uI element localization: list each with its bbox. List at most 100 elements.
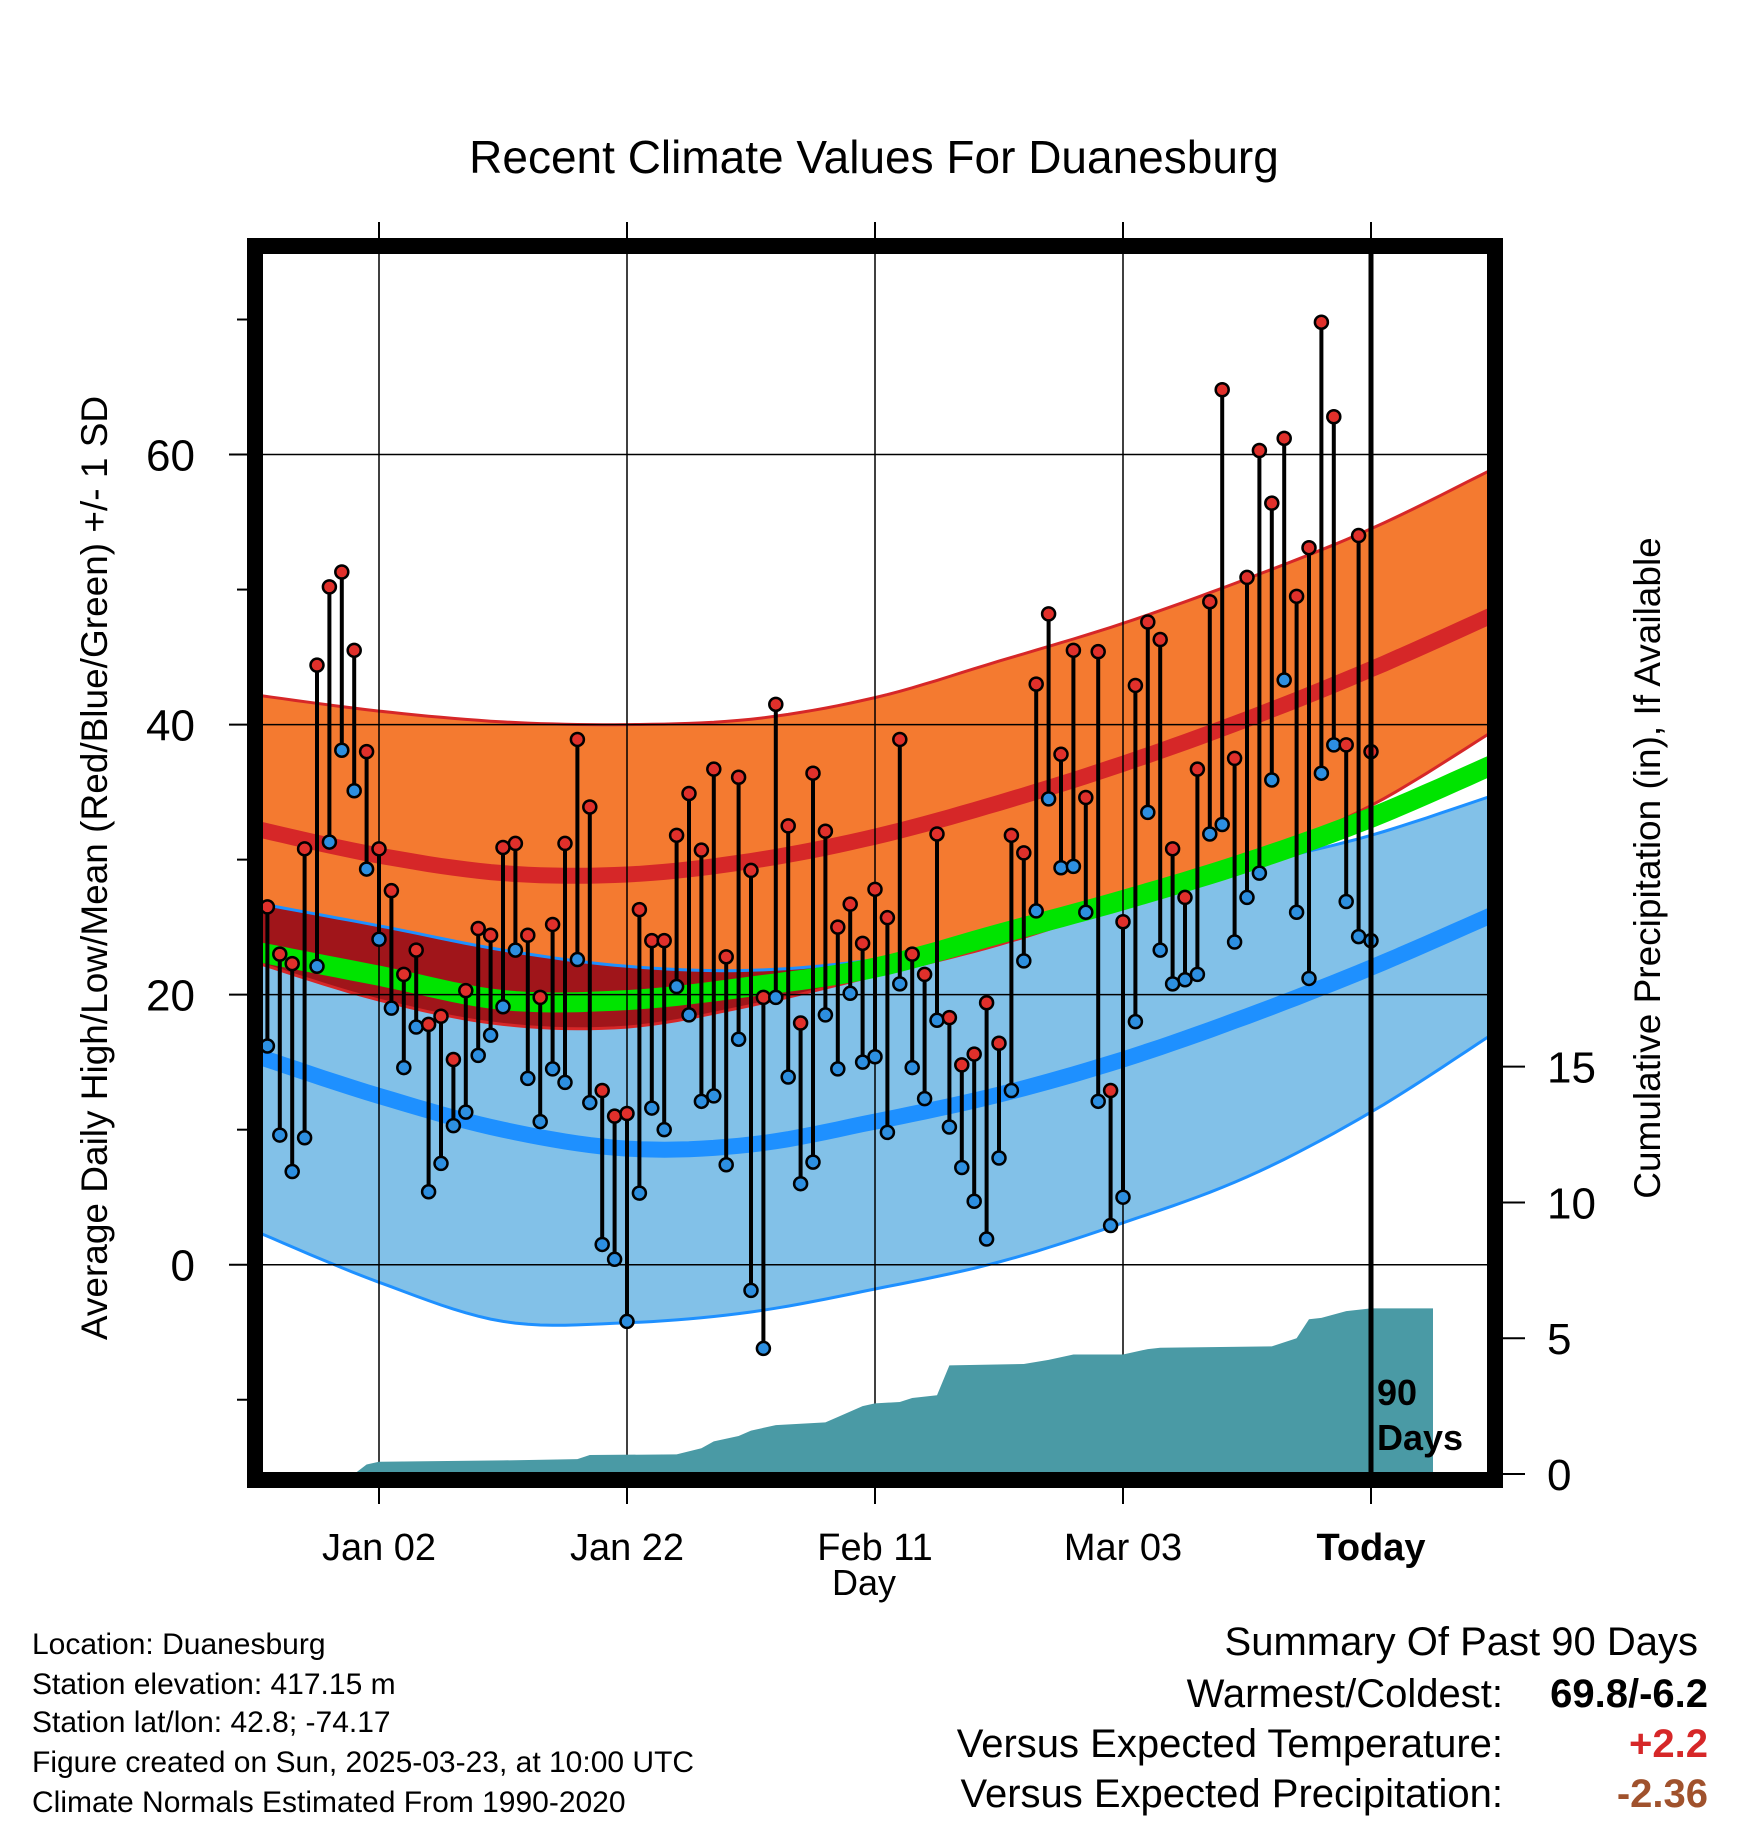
observed-low-point (830, 1061, 846, 1077)
observed-high-point (892, 731, 908, 748)
observed-high-point (966, 1046, 982, 1062)
observed-high-point (557, 835, 573, 852)
observed-low-point (1164, 976, 1181, 992)
observed-high-point (631, 901, 648, 918)
observed-high-point (1003, 827, 1020, 844)
observed-low-point (383, 1000, 400, 1016)
observed-low-point (681, 1007, 697, 1023)
observed-high-point (594, 1082, 610, 1099)
observed-high-point (334, 564, 350, 580)
footer-created: Figure created on Sun, 2025-03-23, at 10… (32, 1746, 695, 1779)
observed-low-point (532, 1113, 548, 1130)
summary-title: Summary Of Past 90 Days (1224, 1620, 1698, 1664)
observed-low-point (1016, 953, 1032, 969)
observed-high-point (978, 995, 995, 1011)
observed-high-point (743, 862, 759, 879)
observed-high-point (1189, 761, 1206, 777)
observed-low-point (296, 1130, 313, 1146)
observed-high-point (582, 799, 598, 815)
summary-precip: Versus Expected Precipitation: -2.36 (960, 1772, 1708, 1817)
observed-high-point (904, 946, 920, 962)
footer-location: Location: Duanesburg (32, 1628, 326, 1661)
observed-low-point (792, 1175, 809, 1192)
observed-low-point (1189, 966, 1206, 983)
observed-high-point (644, 932, 660, 949)
observed-low-point (1003, 1082, 1020, 1099)
summary-warm-cold-value: 69.8/-6.2 (1550, 1672, 1708, 1716)
observed-low-point (730, 1031, 747, 1047)
observed-low-point (261, 1038, 276, 1054)
observed-high-point (544, 916, 561, 933)
observed-high-point (693, 842, 710, 858)
observed-high-point (879, 909, 896, 926)
y-tick-label: 20 (146, 972, 195, 1021)
observed-high-point (842, 896, 858, 912)
observed-low-point (1264, 772, 1280, 788)
observed-low-point (1301, 970, 1317, 987)
observed-high-point (656, 932, 672, 949)
observed-high-point (718, 949, 734, 965)
observed-low-point (991, 1150, 1007, 1166)
axes: 0 20 40 60 0 5 10 15 Jan 02 Jan 22 Feb 11 Mar 03 Tod… (146, 222, 1596, 1569)
observed-low-point (929, 1012, 945, 1029)
footer-latlon: Station lat/lon: 42.8; -74.17 (32, 1706, 391, 1739)
observed-low-point (966, 1193, 982, 1209)
observed-low-point (495, 999, 511, 1015)
y2-tick-label: 0 (1547, 1451, 1571, 1500)
observed-high-point (458, 982, 474, 999)
observed-low-point (842, 985, 858, 1002)
x-axis-title: Day (831, 1562, 897, 1603)
observed-high-point (1078, 789, 1094, 806)
plot-border (247, 238, 1503, 1488)
observed-high-point (1090, 643, 1106, 660)
observed-low-point (346, 783, 362, 799)
observed-low-point (743, 1282, 759, 1299)
footer-normals: Climate Normals Estimated From 1990-2020 (32, 1786, 626, 1819)
observed-high-point (495, 839, 511, 856)
observed-low-point (1251, 865, 1268, 881)
x-tick-label: Today (1316, 1527, 1425, 1569)
observed-low-point (334, 742, 350, 759)
observed-high-point (321, 579, 338, 595)
summary-temp: Versus Expected Temperature: +2.2 (957, 1722, 1708, 1767)
observed-high-point (1164, 841, 1181, 857)
observed-low-point (284, 1163, 300, 1180)
today-label-line1: 90 (1377, 1372, 1417, 1413)
observed-high-point (1065, 642, 1082, 659)
observed-high-point (1202, 593, 1218, 610)
observed-high-point (606, 1108, 623, 1124)
observed-low-point (668, 978, 685, 995)
observed-low-point (1127, 1013, 1144, 1030)
observed-low-point (1338, 893, 1354, 910)
observed-low-point (433, 1155, 449, 1172)
observed-high-point (817, 823, 834, 840)
footer-elevation: Station elevation: 417.15 m (32, 1668, 396, 1701)
summary-warm-cold-label: Warmest/Coldest: (1186, 1672, 1503, 1716)
observed-high-point (768, 696, 784, 713)
chart-title: Recent Climate Values For Duanesburg (469, 131, 1279, 183)
observed-low-point (1226, 934, 1243, 950)
observed-high-point (396, 966, 412, 983)
observed-low-point (470, 1047, 486, 1064)
observed-high-point (1288, 588, 1305, 605)
observed-high-point (408, 942, 424, 958)
y2-tick-label: 15 (1547, 1044, 1596, 1093)
observed-high-point (1140, 614, 1156, 630)
x-tick-label: Jan 22 (570, 1527, 684, 1569)
observed-low-point (854, 1054, 871, 1070)
observed-high-point (284, 955, 300, 972)
observed-high-point (1338, 737, 1354, 753)
observed-high-point (1177, 889, 1193, 906)
observed-high-point (954, 1057, 970, 1073)
x-tick-label: Jan 02 (322, 1527, 436, 1569)
y-tick-label: 60 (146, 432, 195, 481)
observed-high-point (916, 966, 933, 983)
summary-temp-value: +2.2 (1629, 1722, 1708, 1766)
observed-low-point (904, 1059, 920, 1076)
observed-low-point (1078, 904, 1094, 921)
observed-low-point (482, 1027, 499, 1043)
observed-high-point (867, 881, 883, 898)
observed-high-point (383, 882, 400, 899)
